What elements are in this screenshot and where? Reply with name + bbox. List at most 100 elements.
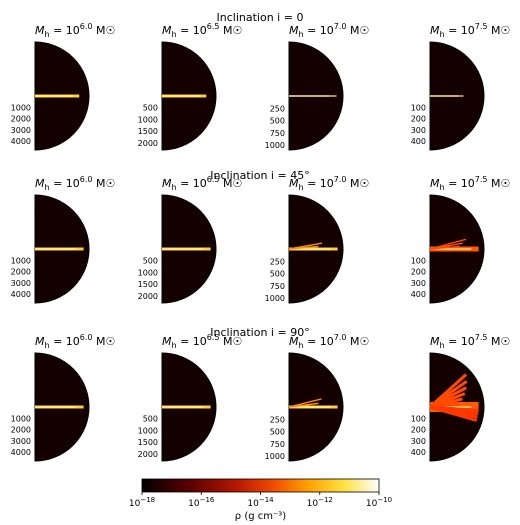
panel-title: Mh = 107.5 M☉ [430,333,510,350]
radius-tick-label: 400 [411,448,426,457]
panel: Mh = 106.5 M☉ 500 1000 1500 2000 [138,22,242,151]
panel-title: Mh = 106.5 M☉ [162,22,242,39]
radius-tick-label: 100 [411,256,426,265]
disc-core [162,248,204,250]
panel-title: Mh = 106.0 M☉ [35,22,115,39]
radius-tick-label: 400 [411,137,426,146]
colorbar: 10−18 10−16 10−14 10−12 10−10 ρ (g cm⁻³) [129,478,392,522]
radius-tick-label: 750 [270,282,285,291]
radius-tick-label: 3000 [11,126,31,135]
panel-title: Mh = 107.5 M☉ [430,175,510,192]
panel-title: Mh = 107.0 M☉ [289,333,369,350]
disc-core [289,95,330,97]
outflow-streak [429,405,478,422]
outflow-streak [429,238,467,250]
radius-tick-label: 100 [411,103,426,112]
colorbar-tick-label: 10−12 [307,496,333,509]
colorbar-label: ρ (g cm⁻³) [235,511,286,522]
radius-tick-label: 1000 [138,426,158,435]
radius-tick-label: 200 [411,268,426,277]
panel: Mh = 106.0 M☉ 1000 2000 3000 4000 [11,22,115,151]
radius-tick-label: 1500 [138,280,158,289]
outflow-streak [288,242,323,250]
row-title: Inclination i = 90° [210,326,309,339]
radius-tick-label: 200 [411,115,426,124]
radius-tick-label: 3000 [11,279,31,288]
panel: Mh = 107.0 M☉ 250 500 750 1000 [265,333,369,462]
radius-tick-label: 250 [270,415,285,424]
panel: Mh = 106.5 M☉ 500 1000 1500 2000 [138,175,242,304]
colorbar-tick-label: 10−10 [366,496,392,509]
radius-tick-label: 1000 [265,452,285,461]
row-title: Inclination i = 45° [210,169,309,182]
radius-tick-label: 2000 [138,292,158,301]
radius-tick-label: 300 [411,437,426,446]
disc-core [35,248,77,250]
disc-core [162,406,204,408]
radius-tick-label: 400 [411,290,426,299]
radius-tick-label: 2000 [138,139,158,148]
radius-tick-label: 1000 [11,103,31,112]
radius-tick-label: 4000 [11,448,31,457]
panel-title: Mh = 106.5 M☉ [162,333,242,350]
radius-tick-label: 500 [270,270,285,279]
radius-tick-label: 500 [143,257,158,266]
panel-title: Mh = 106.5 M☉ [162,175,242,192]
colorbar-tick-label: 10−14 [247,496,274,509]
panel: Mh = 107.0 M☉ 250 500 750 1000 [265,22,369,151]
radius-tick-label: 750 [270,129,285,138]
colorbar-tick-label: 10−16 [188,496,215,509]
panel: Mh = 107.0 M☉ 250 500 750 1000 [265,175,369,304]
panel: Mh = 106.5 M☉ 500 1000 1500 2000 [138,333,242,462]
panel-title: Mh = 106.0 M☉ [35,333,115,350]
radius-tick-label: 2000 [11,268,31,277]
radius-tick-label: 750 [270,440,285,449]
radius-tick-label: 200 [411,426,426,435]
radius-tick-label: 1000 [265,141,285,150]
radius-tick-label: 1500 [138,127,158,136]
panel: Mh = 107.5 M☉ 100 200 300 400 [411,333,510,462]
radius-tick-label: 500 [143,104,158,113]
panel-title: Mh = 107.0 M☉ [289,22,369,39]
radius-tick-label: 300 [411,279,426,288]
radius-tick-label: 4000 [11,290,31,299]
radius-tick-label: 2000 [138,450,158,459]
disc-core [430,248,472,250]
colorbar-tick-label: 10−18 [129,496,155,509]
disc-core [162,95,200,97]
radius-tick-label: 1500 [138,438,158,447]
disc-core [35,406,77,408]
disc-core [35,95,73,97]
radius-tick-label: 2000 [11,115,31,124]
radius-tick-label: 500 [143,415,158,424]
radius-tick-label: 1000 [265,294,285,303]
colorbar-gradient [141,478,380,493]
radius-tick-label: 1000 [11,256,31,265]
radius-tick-label: 1000 [11,414,31,423]
radius-tick-label: 3000 [11,437,31,446]
panel: Mh = 106.0 M☉ 1000 2000 3000 4000 [11,175,115,304]
radius-tick-label: 250 [270,104,285,113]
row-title: Inclination i = 0 [217,11,304,24]
radius-tick-label: 1000 [138,115,158,124]
radius-tick-label: 2000 [11,426,31,435]
radius-tick-label: 300 [411,126,426,135]
disc-core [289,406,331,408]
panel: Mh = 107.5 M☉ 100 200 300 400 [411,175,510,304]
radius-tick-label: 100 [411,414,426,423]
radius-tick-label: 1000 [138,268,158,277]
radius-tick-label: 500 [270,428,285,437]
panel-title: Mh = 107.5 M☉ [430,22,510,39]
panel-title: Mh = 107.0 M☉ [289,175,369,192]
radius-tick-label: 250 [270,257,285,266]
disc-core [430,95,459,97]
radius-tick-label: 4000 [11,137,31,146]
radius-tick-label: 500 [270,117,285,126]
outflow-streak [428,373,468,409]
disc-core [289,248,331,250]
outflow-streak [288,398,322,408]
panel: Mh = 106.0 M☉ 1000 2000 3000 4000 [11,333,115,462]
panel: Mh = 107.5 M☉ 100 200 300 400 [411,22,510,151]
panel-title: Mh = 106.0 M☉ [35,175,115,192]
